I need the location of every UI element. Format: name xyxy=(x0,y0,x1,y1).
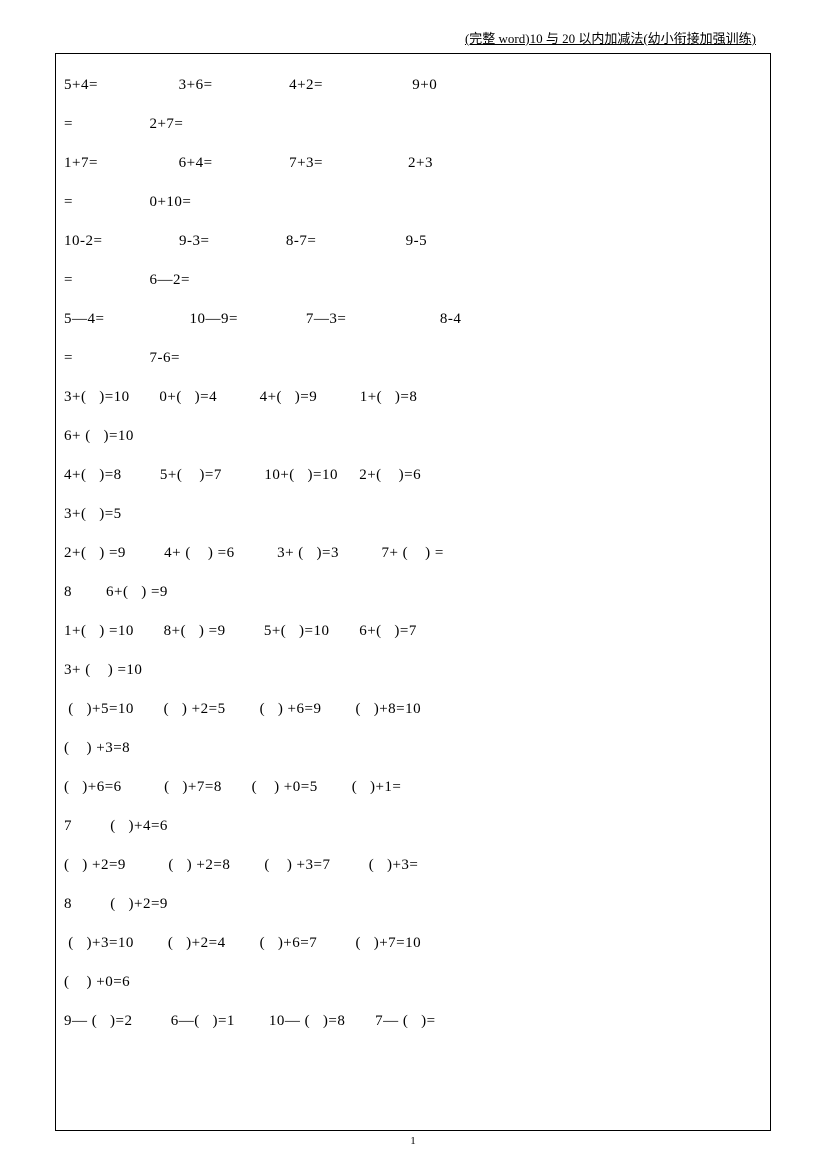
row-14: 1+( ) =10 8+( ) =9 5+( )=10 6+( )=7 xyxy=(64,612,762,651)
row-0: 5+4= 3+6= 4+2= 9+0 xyxy=(64,66,762,105)
document-header: (完整 word)10 与 20 以内加减法(幼小衔接加强训练) xyxy=(0,0,826,47)
row-2: 1+7= 6+4= 7+3= 2+3 xyxy=(64,144,762,183)
row-5: = 6—2= xyxy=(64,261,762,300)
row-19: 7 ( )+4=6 xyxy=(64,807,762,846)
row-3: = 0+10= xyxy=(64,183,762,222)
header-text: (完整 word)10 与 20 以内加减法(幼小衔接加强训练) xyxy=(465,31,756,46)
row-7: = 7-6= xyxy=(64,339,762,378)
row-13: 8 6+( ) =9 xyxy=(64,573,762,612)
row-17: ( ) +3=8 xyxy=(64,729,762,768)
row-1: = 2+7= xyxy=(64,105,762,144)
row-18: ( )+6=6 ( )+7=8 ( ) +0=5 ( )+1= xyxy=(64,768,762,807)
row-10: 4+( )=8 5+( )=7 10+( )=10 2+( )=6 xyxy=(64,456,762,495)
row-12: 2+( ) =9 4+ ( ) =6 3+ ( )=3 7+ ( ) = xyxy=(64,534,762,573)
row-15: 3+ ( ) =10 xyxy=(64,651,762,690)
row-16: ( )+5=10 ( ) +2=5 ( ) +6=9 ( )+8=10 xyxy=(64,690,762,729)
row-4: 10-2= 9-3= 8-7= 9-5 xyxy=(64,222,762,261)
row-24: 9— ( )=2 6—( )=1 10— ( )=8 7— ( )= xyxy=(64,1002,762,1041)
row-21: 8 ( )+2=9 xyxy=(64,885,762,924)
page-number: 1 xyxy=(410,1135,416,1147)
worksheet-content-box: 5+4= 3+6= 4+2= 9+0 = 2+7= 1+7= 6+4= 7+3=… xyxy=(55,53,771,1131)
page-number-container: 1 xyxy=(0,1135,826,1147)
row-22: ( )+3=10 ( )+2=4 ( )+6=7 ( )+7=10 xyxy=(64,924,762,963)
row-11: 3+( )=5 xyxy=(64,495,762,534)
row-6: 5—4= 10—9= 7—3= 8-4 xyxy=(64,300,762,339)
row-23: ( ) +0=6 xyxy=(64,963,762,1002)
row-20: ( ) +2=9 ( ) +2=8 ( ) +3=7 ( )+3= xyxy=(64,846,762,885)
row-9: 6+ ( )=10 xyxy=(64,417,762,456)
row-8: 3+( )=10 0+( )=4 4+( )=9 1+( )=8 xyxy=(64,378,762,417)
